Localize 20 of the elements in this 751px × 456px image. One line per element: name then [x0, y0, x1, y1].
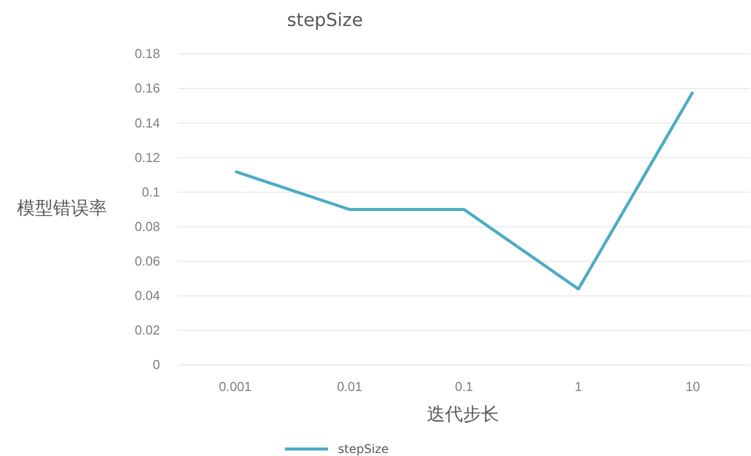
x-tick-label: 10: [686, 379, 700, 394]
x-tick-label: 1: [574, 379, 582, 394]
y-tick-label: 0.12: [134, 150, 160, 165]
y-tick-label: 0.04: [134, 288, 160, 304]
x-axis-title: 迭代步长: [427, 404, 499, 425]
y-tick-label: 0.18: [134, 46, 160, 62]
x-tick-label: 0.1: [454, 379, 474, 394]
y-tick-label: 0.16: [134, 80, 160, 96]
y-tick-label: 0: [152, 357, 160, 372]
x-tick-label: 0.001: [218, 379, 252, 394]
y-tick-label: 0.08: [134, 218, 160, 234]
y-tick-label: 0.02: [134, 322, 160, 338]
chart-title: stepSize: [287, 10, 363, 31]
y-axis-title: 模型错误率: [17, 198, 107, 219]
x-tick-label: 0.01: [336, 379, 362, 394]
y-tick-label: 0.1: [142, 184, 160, 200]
y-tick-label: 0.14: [134, 115, 160, 130]
line-series: [234, 90, 694, 290]
y-tick-label: 0.06: [134, 253, 160, 268]
legend-label: stepSize: [338, 442, 389, 456]
